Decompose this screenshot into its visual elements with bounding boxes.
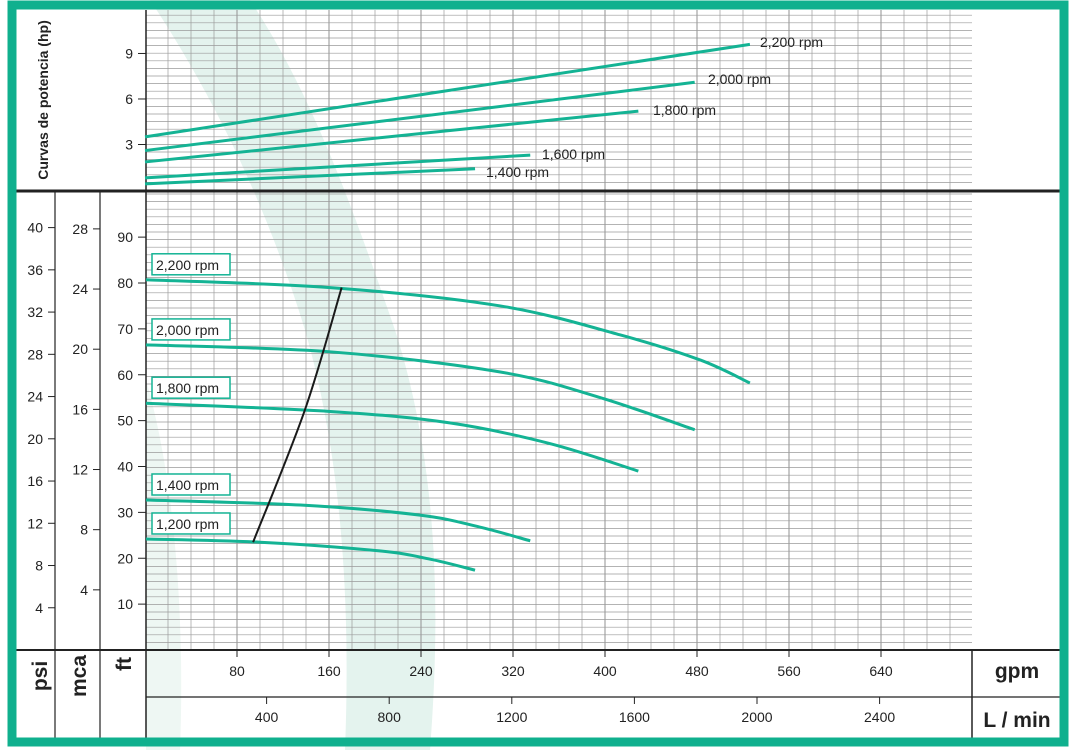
head-curve-4 — [145, 537, 476, 572]
head-curve-3 — [145, 498, 531, 543]
ft-tick-label: 10 — [117, 596, 133, 612]
mca-tick-label: 4 — [80, 582, 88, 598]
hp-tick-label: 9 — [125, 45, 133, 61]
head-curve-label-box — [151, 512, 231, 535]
mca-tick-label: 12 — [72, 462, 88, 478]
ft-unit-label: ft — [113, 657, 136, 671]
power-curve-3 — [144, 153, 531, 180]
watermark-left — [146, 380, 182, 750]
mca-tick-label: 8 — [80, 522, 88, 538]
lpm-tick-label: 2400 — [864, 709, 895, 725]
head-curve-label-box — [151, 376, 231, 399]
head-curve-label: 1,800 rpm — [156, 380, 219, 396]
power-curve-label: 1,600 rpm — [542, 146, 605, 162]
axes-frame — [16, 10, 1062, 742]
head-curve-0 — [145, 278, 751, 385]
gpm-tick-label: 560 — [777, 663, 801, 679]
chart-marks — [144, 42, 751, 572]
ft-tick-label: 60 — [117, 367, 133, 383]
psi-tick-label: 20 — [27, 431, 43, 447]
power-curve-1 — [144, 80, 695, 153]
frame-border — [7, 0, 1069, 747]
mca-tick-label: 16 — [72, 401, 88, 417]
gpm-tick-label: 80 — [229, 663, 245, 679]
power-curve-label: 1,800 rpm — [653, 102, 716, 118]
lpm-tick-label: 1600 — [619, 709, 650, 725]
mca-tick-label: 28 — [72, 221, 88, 237]
power-curve-2 — [144, 109, 639, 164]
lpm-tick-label: 400 — [255, 709, 279, 725]
head-curve-2 — [145, 401, 639, 473]
mca-tick-label: 24 — [72, 281, 88, 297]
lpm-unit-label: L / min — [983, 709, 1050, 732]
chart-labels: 3691020304050607080904812162024284812162… — [27, 20, 1050, 732]
power-axis-title: Curvas de potencia (hp) — [35, 20, 51, 179]
ft-tick-label: 30 — [117, 504, 133, 520]
psi-tick-label: 4 — [35, 600, 43, 616]
power-curve-4 — [144, 167, 476, 186]
ft-tick-label: 70 — [117, 321, 133, 337]
lpm-tick-label: 2000 — [741, 709, 772, 725]
head-curve-label: 2,200 rpm — [156, 257, 219, 273]
gpm-unit-label: gpm — [995, 660, 1039, 683]
mca-tick-label: 20 — [72, 341, 88, 357]
psi-tick-label: 28 — [27, 346, 43, 362]
hp-tick-label: 3 — [125, 136, 133, 152]
power-curve-label: 2,200 rpm — [760, 34, 823, 50]
head-curve-label-box — [151, 473, 231, 496]
gpm-tick-label: 400 — [593, 663, 617, 679]
power-curve-label: 1,400 rpm — [486, 164, 549, 180]
watermark — [150, 0, 436, 750]
psi-tick-label: 24 — [27, 389, 43, 405]
psi-tick-label: 12 — [27, 515, 43, 531]
gpm-tick-label: 160 — [317, 663, 341, 679]
gpm-tick-label: 640 — [869, 663, 893, 679]
head-curve-label: 1,200 rpm — [156, 516, 219, 532]
psi-tick-label: 8 — [35, 558, 43, 574]
ft-tick-label: 50 — [117, 413, 133, 429]
lpm-tick-label: 800 — [378, 709, 402, 725]
head-curve-label: 2,000 rpm — [156, 322, 219, 338]
efficiency-line — [252, 287, 343, 543]
head-curve-label-box — [151, 318, 231, 341]
mca-unit-label: mca — [68, 655, 91, 697]
gpm-tick-label: 240 — [409, 663, 433, 679]
gpm-tick-label: 320 — [501, 663, 525, 679]
head-curve-label-box — [151, 253, 231, 276]
psi-tick-label: 16 — [27, 473, 43, 489]
head-curve-1 — [145, 343, 696, 432]
lpm-tick-label: 1200 — [496, 709, 527, 725]
psi-tick-label: 36 — [27, 262, 43, 278]
ft-tick-label: 40 — [117, 459, 133, 475]
head-curve-label: 1,400 rpm — [156, 477, 219, 493]
psi-unit-label: psi — [29, 661, 52, 691]
power-curve-label: 2,000 rpm — [708, 71, 771, 87]
psi-tick-label: 40 — [27, 220, 43, 236]
gpm-tick-label: 480 — [685, 663, 709, 679]
ft-tick-label: 80 — [117, 275, 133, 291]
power-curve-0 — [144, 42, 751, 139]
hp-tick-label: 6 — [125, 91, 133, 107]
ft-tick-label: 90 — [117, 229, 133, 245]
psi-tick-label: 32 — [27, 304, 43, 320]
ft-tick-label: 20 — [117, 550, 133, 566]
